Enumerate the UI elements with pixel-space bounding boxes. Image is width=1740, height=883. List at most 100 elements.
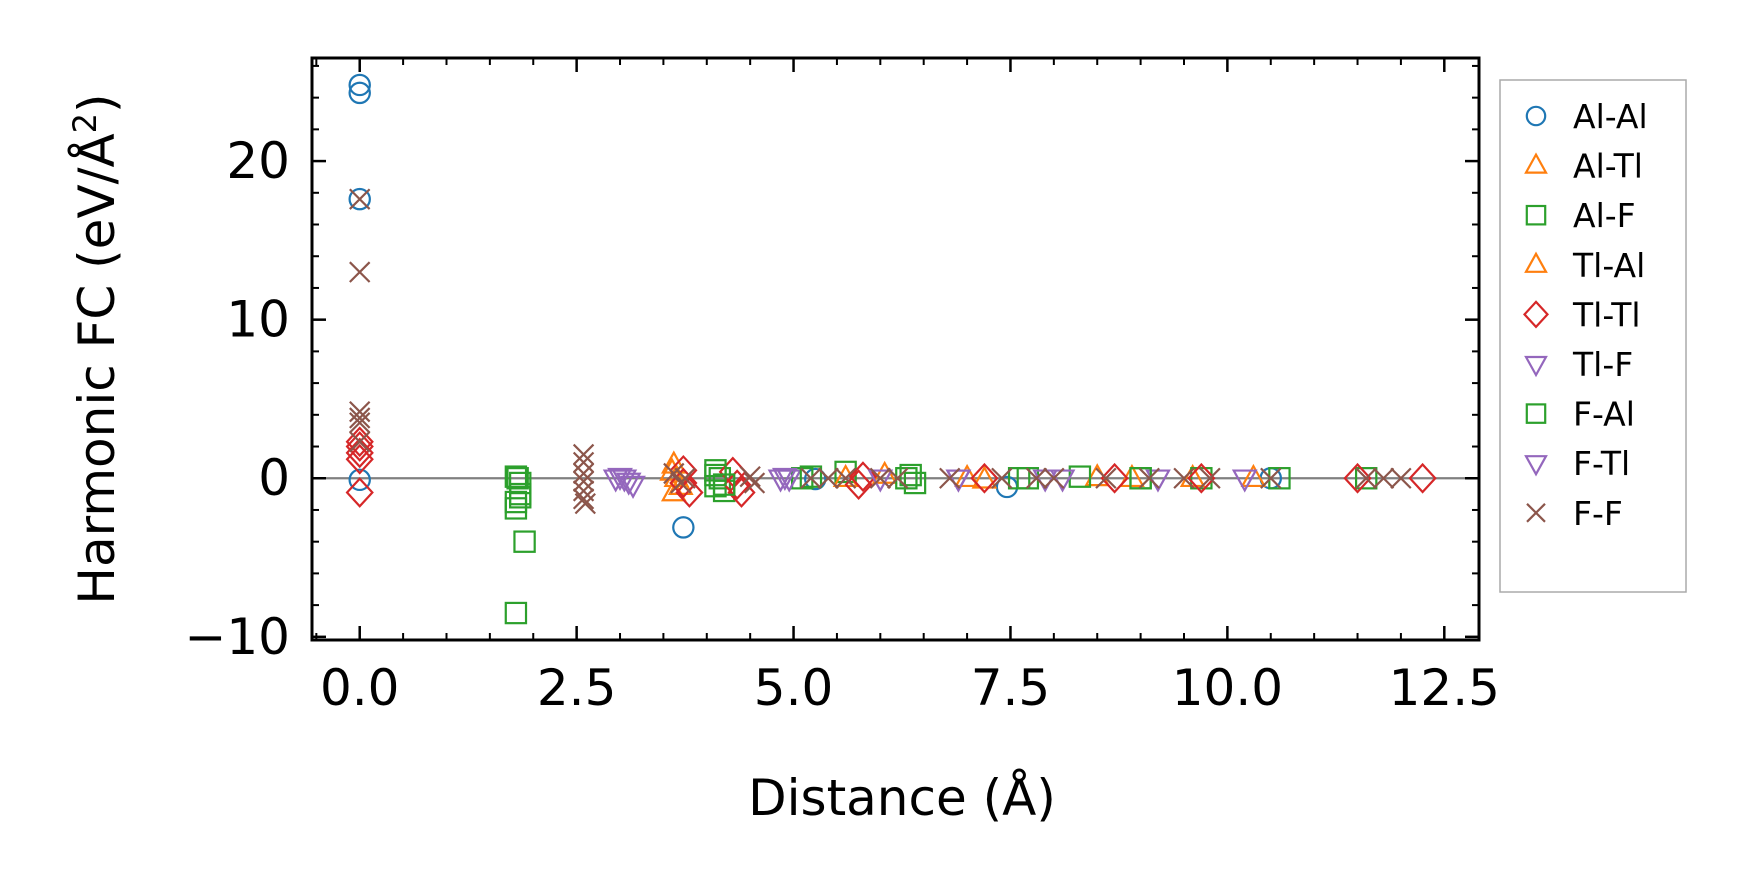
data-point-al-f <box>504 601 528 625</box>
data-point-f-f <box>663 462 685 485</box>
x-tick-label: 2.5 <box>537 659 617 717</box>
data-point-f-f <box>1199 467 1221 489</box>
data-point-tl-tl <box>345 443 374 475</box>
data-point-f-f <box>1025 467 1048 489</box>
data-point-f-al <box>1007 467 1031 490</box>
legend-label: Al-Al <box>1573 97 1648 136</box>
data-point-f-f <box>1260 467 1282 489</box>
data-point-f-f <box>574 492 596 515</box>
x-tick-label: 12.5 <box>1389 659 1500 717</box>
legend-item-al-f: Al-F <box>1525 196 1636 235</box>
legend-label: F-Al <box>1573 395 1635 434</box>
data-point-f-f <box>939 467 961 489</box>
y-tick-label: 0 <box>258 449 290 507</box>
legend-marker-al-al <box>1525 105 1547 127</box>
data-point-f-f <box>1043 467 1065 489</box>
data-point-tl-f <box>867 469 894 493</box>
x-tick-label: 10.0 <box>1172 659 1283 717</box>
data-point-f-tl <box>772 467 798 492</box>
data-point-f-f <box>1372 467 1395 489</box>
legend-marker-tl-al <box>1524 251 1548 273</box>
legend-marker-tl-tl <box>1523 300 1549 329</box>
data-point-al-al <box>348 187 371 211</box>
data-point-tl-tl <box>1343 462 1372 494</box>
data-point-al-al <box>348 73 371 97</box>
data-point-f-f <box>349 412 371 434</box>
data-point-tl-tl <box>1100 462 1129 494</box>
axis-ticks <box>312 58 1479 640</box>
data-point-f-f <box>674 467 696 489</box>
data-point-tl-f <box>620 475 646 499</box>
data-point-f-f <box>817 467 839 489</box>
legend-label: Tl-Tl <box>1572 295 1641 334</box>
x-tick-label: 7.5 <box>971 659 1051 717</box>
data-point-al-f <box>903 471 927 495</box>
data-point-tl-tl <box>345 431 374 462</box>
data-point-tl-f <box>611 469 638 493</box>
series-f-f <box>349 188 1412 515</box>
data-point-tl-tl <box>345 477 374 508</box>
x-tick-label: 5.0 <box>754 659 834 717</box>
data-point-f-f <box>349 400 371 423</box>
data-point-f-f <box>572 470 595 493</box>
data-point-f-al <box>509 486 532 509</box>
data-point-f-f <box>886 467 909 489</box>
data-point-tl-tl <box>970 462 999 494</box>
y-tick-label: −10 <box>184 608 290 666</box>
y-axis-title: Harmonic FC (eV/Å2) <box>66 93 126 604</box>
legend-marker-al-f <box>1525 204 1547 226</box>
data-point-f-f <box>349 188 371 210</box>
data-point-f-f <box>349 431 371 453</box>
series-f-al <box>506 463 1152 509</box>
legend-item-tl-f: Tl-F <box>1524 345 1633 384</box>
data-point-f-al <box>799 465 823 488</box>
plot-frame <box>310 56 1481 642</box>
data-point-f-f <box>572 462 595 485</box>
legend-marker-f-tl <box>1524 455 1548 477</box>
data-point-al-f <box>504 490 528 514</box>
data-point-al-al <box>348 468 371 492</box>
legend-item-f-tl: F-Tl <box>1524 444 1630 483</box>
axes-frame <box>310 56 1481 642</box>
y-tick-label: 10 <box>226 291 290 349</box>
data-point-f-tl <box>607 467 633 492</box>
data-point-f-f <box>991 467 1013 489</box>
legend-marker-al-tl <box>1524 152 1548 174</box>
data-point-tl-f <box>776 469 803 493</box>
data-point-al-al <box>804 467 827 491</box>
legend-items: Al-Al Al-Tl Al-F Tl-Al Tl-Tl Tl-F F-Al F-Tl F-F <box>1523 97 1648 533</box>
legend-item-f-f: F-F <box>1526 494 1623 533</box>
series-al-tl <box>660 450 1206 502</box>
legend-item-tl-al: Tl-Al <box>1524 246 1645 285</box>
data-point-al-al <box>672 516 695 539</box>
data-point-f-f <box>572 488 595 510</box>
data-point-tl-tl <box>1187 462 1216 494</box>
data-point-f-f <box>572 451 595 474</box>
data-point-tl-tl <box>345 426 374 458</box>
data-point-f-f <box>834 467 857 489</box>
legend-label: Al-Tl <box>1573 147 1643 186</box>
legend-item-f-al: F-Al <box>1525 395 1635 434</box>
data-point-f-f <box>800 467 822 489</box>
data-point-f-f <box>1138 467 1160 489</box>
data-point-al-tl <box>971 465 998 489</box>
legend-item-al-al: Al-Al <box>1525 97 1648 136</box>
legend-label: Tl-Al <box>1572 246 1645 285</box>
legend-item-al-tl: Al-Tl <box>1524 147 1643 186</box>
legend-label: Tl-F <box>1572 345 1633 384</box>
data-point-f-f <box>1390 467 1412 489</box>
data-point-f-al <box>712 473 736 496</box>
series-tl-tl <box>345 426 1437 508</box>
legend-label: F-Tl <box>1573 444 1630 483</box>
data-point-f-f <box>349 261 371 283</box>
data-point-f-f <box>869 467 891 489</box>
y-tick-label: 20 <box>226 132 290 190</box>
data-point-f-f <box>1095 467 1117 489</box>
data-point-f-al <box>506 467 529 490</box>
data-point-al-al <box>348 81 371 105</box>
data-point-f-tl <box>615 472 642 496</box>
x-tick-label: 0.0 <box>320 659 400 717</box>
legend-marker-f-f <box>1526 503 1546 523</box>
data-point-tl-tl <box>844 469 873 500</box>
